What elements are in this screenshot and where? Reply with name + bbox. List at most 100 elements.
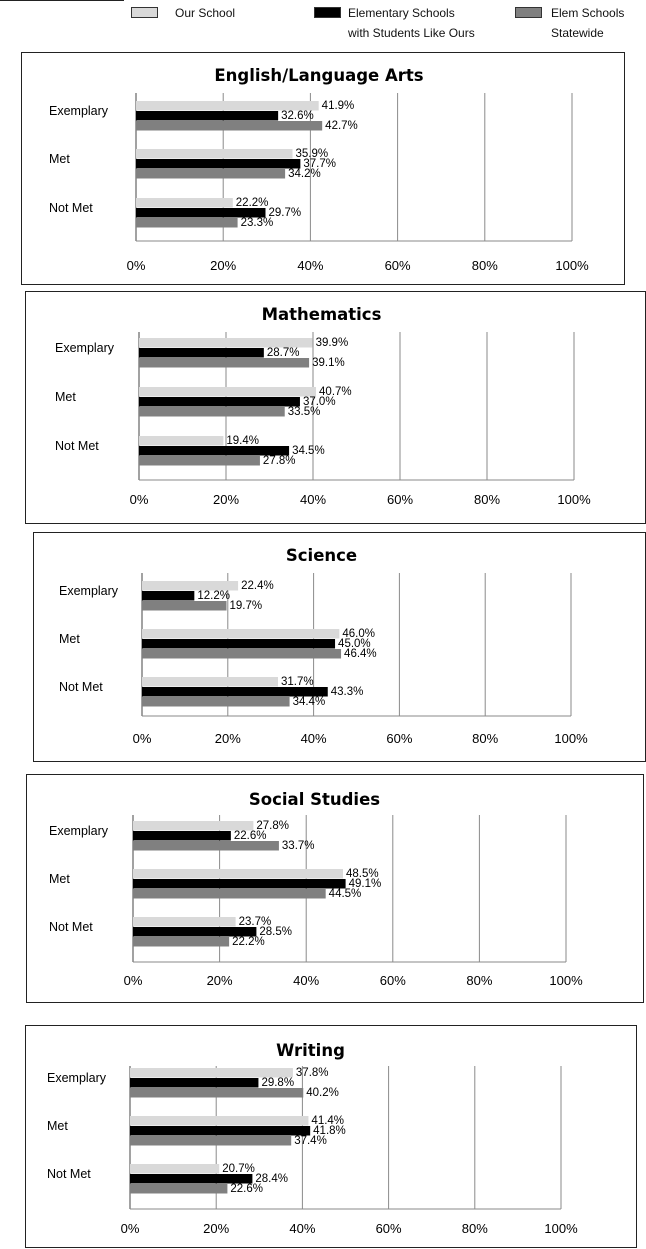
chart-science: Science 0% 20% 40% 60% 80% 100% Exemplary 22.4% 1… (59, 546, 588, 746)
bar-exemplary-elem-schools-statewide (136, 121, 323, 131)
data-label: 41.4% (311, 1115, 344, 1127)
legend-label-similar-schools: Elementary Schools with Students Like Ou… (348, 5, 475, 41)
category-label-met: Met (55, 390, 76, 404)
legend-label-line: Statewide (551, 26, 604, 40)
data-label: 22.2% (236, 197, 269, 209)
bar-not-met-our-school (136, 198, 233, 208)
bar-met-our-school (130, 1116, 309, 1126)
bar-exemplary-elem-schools-statewide (142, 601, 227, 611)
data-label: 40.2% (306, 1087, 339, 1099)
category-label-exemplary: Exemplary (49, 104, 109, 118)
data-label: 39.9% (316, 337, 349, 349)
x-tick-label: 20% (213, 492, 239, 507)
data-label: 27.8% (263, 455, 296, 467)
bar-exemplary-elementary-schools-with-students-like-ours (133, 831, 231, 841)
x-tick-label: 20% (207, 973, 233, 988)
chart-title: Mathematics (262, 305, 382, 324)
legend-label-our-school: Our School (175, 5, 235, 21)
data-label: 34.4% (293, 696, 326, 708)
x-tick-label: 60% (387, 492, 413, 507)
x-tick-label: 100% (549, 973, 583, 988)
data-label: 39.1% (312, 357, 345, 369)
bar-not-met-elementary-schools-with-students-like-ours (133, 927, 257, 937)
bar-exemplary-our-school (133, 821, 254, 831)
data-label: 29.7% (268, 207, 301, 219)
legend-swatch-statewide (515, 7, 542, 18)
data-label: 46.0% (342, 628, 375, 640)
bar-exemplary-elem-schools-statewide (130, 1088, 304, 1098)
bar-met-elem-schools-statewide (142, 649, 342, 659)
bar-met-elem-schools-statewide (136, 169, 286, 179)
data-label: 20.7% (222, 1163, 255, 1175)
bar-exemplary-our-school (142, 581, 239, 591)
category-label-exemplary: Exemplary (55, 341, 115, 355)
data-label: 33.5% (288, 406, 321, 418)
legend-label-line: Elementary Schools (348, 6, 455, 20)
data-label: 41.9% (322, 100, 355, 112)
x-tick-label: 20% (203, 1221, 229, 1236)
x-tick-label: 20% (210, 258, 236, 273)
bar-exemplary-elementary-schools-with-students-like-ours (130, 1078, 259, 1088)
x-tick-label: 100% (554, 731, 588, 746)
bar-exemplary-our-school (136, 101, 319, 111)
bar-met-elem-schools-statewide (130, 1136, 292, 1146)
bar-not-met-our-school (130, 1164, 220, 1174)
bar-not-met-elem-schools-statewide (133, 937, 230, 947)
chart-panel-writing: Writing 0% 20% 40% 60% 80% 100% Exemplary 37.8% 2… (25, 1025, 637, 1248)
category-label-exemplary: Exemplary (49, 824, 109, 838)
data-label: 28.5% (259, 926, 292, 938)
data-label: 37.7% (303, 158, 336, 170)
x-tick-label: 60% (380, 973, 406, 988)
data-label: 46.4% (344, 648, 377, 660)
x-tick-label: 60% (376, 1221, 402, 1236)
bar-met-elem-schools-statewide (139, 407, 285, 417)
bar-met-our-school (136, 149, 293, 159)
data-label: 32.6% (281, 110, 314, 122)
bar-met-our-school (139, 387, 317, 397)
bar-not-met-elem-schools-statewide (139, 456, 260, 466)
x-tick-label: 100% (555, 258, 589, 273)
bar-not-met-elem-schools-statewide (130, 1184, 228, 1194)
x-tick-label: 80% (472, 258, 498, 273)
bar-exemplary-our-school (139, 338, 313, 348)
category-label-not-met: Not Met (49, 920, 93, 934)
x-tick-label: 40% (301, 731, 327, 746)
data-label: 28.7% (267, 347, 300, 359)
data-label: 29.8% (261, 1077, 294, 1089)
x-tick-label: 100% (557, 492, 591, 507)
bar-exemplary-our-school (130, 1068, 293, 1078)
data-label: 37.4% (294, 1135, 327, 1147)
chart-panel-science: Science 0% 20% 40% 60% 80% 100% Exemplary 22.4% 1… (33, 532, 646, 762)
category-label-not-met: Not Met (55, 439, 99, 453)
data-label: 40.7% (319, 386, 352, 398)
category-label-exemplary: Exemplary (59, 584, 119, 598)
bar-not-met-our-school (133, 917, 236, 927)
legend-label-line: with Students Like Ours (348, 26, 475, 40)
bar-exemplary-elementary-schools-with-students-like-ours (142, 591, 195, 601)
category-label-met: Met (49, 152, 70, 166)
data-label: 35.9% (296, 148, 329, 160)
bar-exemplary-elementary-schools-with-students-like-ours (139, 348, 264, 358)
data-label: 37.0% (303, 396, 336, 408)
bar-met-elementary-schools-with-students-like-ours (136, 159, 301, 169)
bar-exemplary-elementary-schools-with-students-like-ours (136, 111, 279, 121)
legend-top-rule (0, 0, 124, 1)
bar-met-elem-schools-statewide (133, 889, 326, 899)
data-label: 27.8% (256, 820, 289, 832)
data-label: 34.2% (288, 168, 321, 180)
chart-social-studies: Social Studies 0% 20% 40% 60% 80% 100% Exemplar… (49, 790, 583, 988)
legend-label-line: Elem Schools (551, 6, 625, 20)
x-tick-label: 100% (544, 1221, 578, 1236)
legend-label-statewide: Elem Schools Statewide (551, 5, 624, 41)
data-label: 33.7% (282, 840, 315, 852)
data-label: 44.5% (329, 888, 362, 900)
data-label: 49.1% (349, 878, 382, 890)
chart-title: Science (286, 546, 357, 565)
bar-met-elementary-schools-with-students-like-ours (133, 879, 346, 889)
data-label: 22.2% (232, 936, 265, 948)
data-label: 23.3% (241, 217, 274, 229)
chart-title: English/Language Arts (214, 66, 423, 85)
x-tick-label: 60% (385, 258, 411, 273)
data-label: 31.7% (281, 676, 314, 688)
